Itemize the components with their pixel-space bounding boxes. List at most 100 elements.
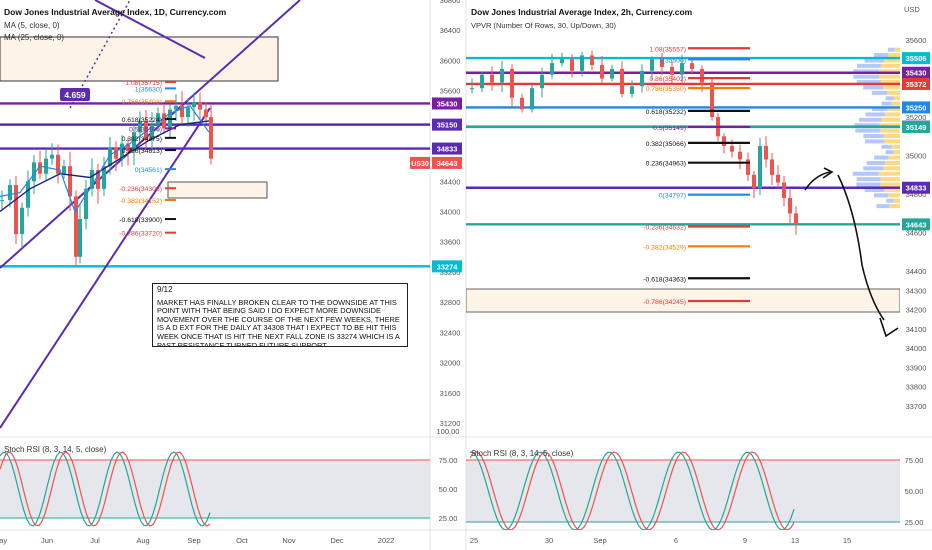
vpvr-bar-up	[856, 80, 881, 85]
right-fib-label: -0.786(34245)	[643, 299, 686, 306]
right-candle	[680, 63, 684, 75]
left-level-tag	[432, 142, 462, 155]
left-fib-label: 0.236(34813)	[122, 148, 162, 155]
vpvr-bar-up	[857, 63, 881, 68]
left-ma5-legend: MA (5, close, 0)	[4, 21, 60, 30]
right-candle	[600, 65, 604, 79]
right-level-tag-label: 35506	[906, 54, 927, 63]
right-candle	[510, 68, 514, 98]
vpvr-bar-up	[856, 177, 881, 182]
vpvr-bar-up	[863, 134, 884, 139]
right-candle	[480, 74, 484, 89]
vpvr-bar-down	[888, 155, 900, 160]
left-candle	[78, 219, 82, 257]
right-price-tick: 34200	[906, 306, 927, 315]
right-candle	[580, 55, 584, 71]
right-price-tick: 33800	[906, 383, 927, 392]
left-time-tick: Aug	[136, 536, 149, 545]
right-candle	[650, 59, 654, 71]
vpvr-bar-up	[885, 150, 894, 155]
left-channel-upper-line[interactable]	[0, 107, 211, 429]
right-candle	[710, 82, 714, 118]
vpvr-bar-down	[888, 53, 900, 58]
left-price-tick: 32000	[440, 359, 461, 368]
vpvr-bar-down	[884, 139, 900, 144]
left-candle	[204, 109, 208, 118]
right-candle	[620, 68, 624, 94]
left-candle	[38, 162, 42, 174]
left-candle	[96, 169, 100, 189]
left-time-tick: 2022	[378, 536, 395, 545]
left-fib-label: -0.236(34308)	[119, 186, 162, 193]
left-time-tick: Jun	[41, 536, 53, 545]
right-price-tick: 34100	[906, 325, 927, 334]
left-level-tag-label: 35150	[437, 121, 458, 130]
left-candle	[174, 105, 178, 110]
left-candle	[20, 207, 24, 235]
left-time-tick: Oct	[236, 536, 249, 545]
right-candle	[746, 159, 750, 175]
right-target-zone	[466, 288, 900, 313]
left-fib-label: 0(34561)	[135, 167, 162, 174]
vpvr-bar-up	[858, 117, 882, 122]
right-fib-label: 1(35500)	[659, 57, 686, 64]
left-stoch-pane[interactable]	[0, 451, 430, 527]
projection-arrowhead-up	[822, 167, 834, 179]
vpvr-bar-up	[856, 182, 881, 187]
left-fib-label: 0.382(34975)	[122, 136, 162, 143]
left-price-tick: 36800	[440, 0, 461, 5]
vpvr-bar-down	[893, 96, 900, 101]
vpvr-bar-down	[878, 74, 900, 79]
right-candle	[560, 59, 564, 64]
left-price-pane[interactable]: 1.08(35715)1(35630) 0.786(35403) 0.618(352…	[0, 0, 430, 429]
left-candle	[14, 185, 18, 235]
left-time-tick: Dec	[330, 536, 344, 545]
right-stoch-title: Stoch RSI (8, 3, 14, 5, close)	[471, 449, 574, 458]
analysis-note: 9/12 MARKET HAS FINALLY BROKEN CLEAR TO …	[152, 283, 408, 347]
right-stoch-band	[466, 460, 900, 522]
vpvr-bar-up	[853, 74, 879, 79]
right-price-pane[interactable]: 1.08(35557) 1(35500) 0.86(35402) 0.786(3535…	[466, 46, 900, 338]
left-stoch-tick: 100.00	[437, 427, 460, 436]
left-current-price-tag	[432, 156, 462, 169]
left-candle	[26, 181, 30, 208]
right-candle	[788, 197, 792, 214]
right-candle	[764, 145, 768, 160]
right-level-tag	[902, 120, 930, 133]
right-candle	[640, 70, 644, 87]
right-chart-title: Dow Jones Industrial Average Index, 2h, …	[471, 7, 693, 17]
left-level-tag-label: 35430	[437, 99, 458, 108]
right-price-tick: 34300	[906, 286, 927, 295]
right-fib-label: 0(34797)	[659, 193, 686, 200]
vpvr-bar-down	[891, 144, 900, 149]
right-candle	[470, 88, 474, 90]
left-level-tag	[432, 260, 462, 273]
left-price-tick: 31200	[440, 419, 461, 428]
vpvr-bar-up	[854, 123, 880, 128]
right-price-tick: 34600	[906, 229, 927, 238]
vpvr-bar-down	[880, 182, 900, 187]
right-price-tick: 35600	[906, 36, 927, 45]
left-target-zone	[167, 181, 268, 199]
right-level-tag	[902, 66, 930, 79]
right-stoch-pane[interactable]	[466, 451, 900, 530]
right-volume-profile	[852, 47, 900, 209]
right-candle	[610, 68, 614, 79]
left-channel-mid-line[interactable]	[94, 0, 206, 59]
vpvr-bar-up	[853, 69, 880, 74]
vpvr-bar-down	[884, 187, 900, 192]
right-time-tick: 25	[470, 536, 478, 545]
right-level-tag-label: 34833	[906, 184, 927, 193]
left-candle	[114, 147, 118, 159]
vpvr-bar-up	[863, 85, 884, 90]
left-symbol-tag	[410, 156, 430, 169]
right-candle	[722, 136, 726, 146]
left-level-tag-label: 34833	[437, 145, 458, 154]
right-candle	[752, 174, 756, 189]
vpvr-bar-down	[880, 63, 900, 68]
left-candle	[144, 120, 148, 140]
vpvr-bar-down	[883, 166, 900, 171]
right-level-tag	[902, 101, 930, 114]
vpvr-bar-down	[893, 150, 900, 155]
